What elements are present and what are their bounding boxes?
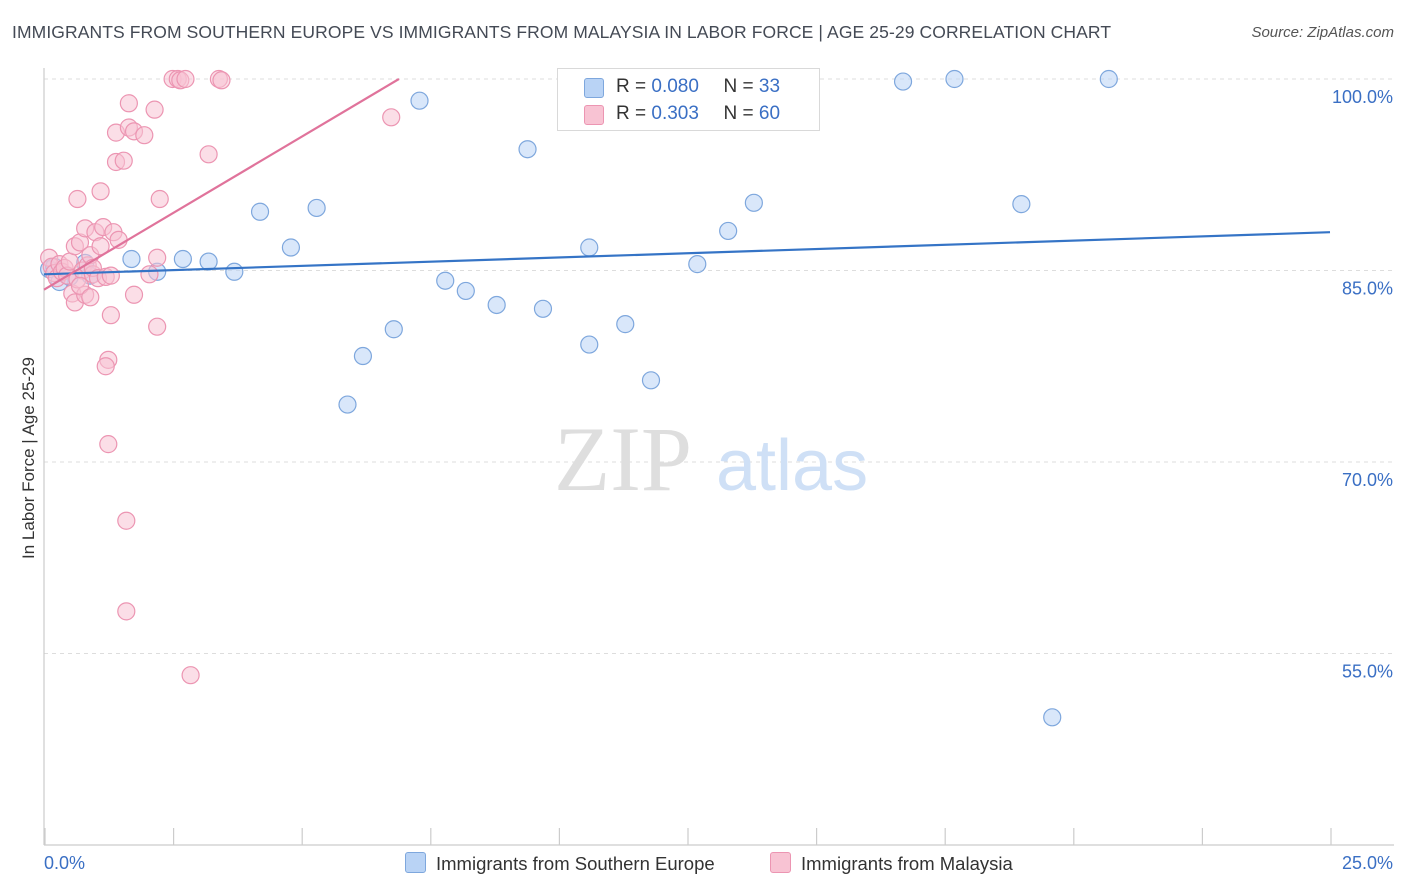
point-malaysia bbox=[119, 94, 138, 113]
data-points bbox=[40, 69, 1118, 727]
point-southern-europe bbox=[641, 371, 661, 390]
point-southern-europe bbox=[1012, 195, 1031, 214]
point-malaysia bbox=[124, 285, 144, 304]
point-southern-europe bbox=[1043, 708, 1062, 727]
point-southern-europe bbox=[744, 193, 763, 212]
point-southern-europe bbox=[616, 315, 635, 334]
correlation-legend: R = 0.080 N = 33 R = 0.303 N = 60 bbox=[557, 68, 820, 131]
y-tick-label: 100.0% bbox=[1332, 87, 1393, 107]
y-tick-label: 85.0% bbox=[1342, 279, 1393, 299]
point-southern-europe bbox=[307, 198, 326, 218]
bottom-legend-swatch-southern-europe bbox=[405, 852, 426, 873]
watermark: ZIP atlas bbox=[554, 408, 868, 510]
point-southern-europe bbox=[719, 221, 738, 241]
bottom-legend-malaysia: Immigrants from Malaysia bbox=[770, 852, 1013, 875]
tick-labels: 100.0% 85.0% 70.0% 55.0% 0.0% 25.0% bbox=[44, 87, 1393, 873]
point-southern-europe bbox=[250, 202, 270, 221]
y-axis-label: In Labor Force | Age 25-29 bbox=[19, 357, 38, 559]
point-southern-europe bbox=[533, 299, 553, 318]
trend-lines bbox=[43, 78, 1331, 291]
point-malaysia bbox=[101, 266, 120, 285]
point-southern-europe bbox=[122, 249, 141, 269]
point-southern-europe bbox=[410, 91, 429, 110]
point-malaysia bbox=[150, 189, 169, 209]
point-malaysia bbox=[70, 276, 90, 295]
legend-r-label: R = bbox=[616, 76, 647, 97]
point-malaysia bbox=[68, 189, 87, 209]
point-malaysia bbox=[96, 357, 115, 376]
chart-source: Source: ZipAtlas.com bbox=[1251, 24, 1394, 41]
point-southern-europe bbox=[893, 72, 913, 91]
point-malaysia bbox=[148, 248, 167, 267]
bottom-legend-swatch-malaysia bbox=[770, 852, 791, 873]
point-southern-europe bbox=[580, 335, 599, 354]
point-malaysia bbox=[135, 126, 154, 145]
legend-swatch-malaysia bbox=[584, 105, 604, 125]
point-southern-europe bbox=[353, 346, 373, 366]
legend-r-value-malaysia: 0.303 bbox=[651, 103, 699, 124]
legend-n-value-southern-europe: 33 bbox=[758, 76, 781, 97]
point-malaysia bbox=[101, 306, 120, 325]
trend-line-southern-europe bbox=[43, 231, 1331, 276]
point-malaysia bbox=[117, 602, 136, 621]
point-southern-europe bbox=[945, 69, 964, 89]
bottom-legend-label-southern-europe: Immigrants from Southern Europe bbox=[436, 853, 715, 874]
watermark-atlas: atlas bbox=[716, 426, 868, 506]
point-malaysia bbox=[212, 71, 231, 90]
point-malaysia bbox=[117, 511, 136, 530]
point-malaysia bbox=[148, 317, 167, 336]
point-malaysia bbox=[145, 100, 164, 119]
legend-n-value-malaysia: 60 bbox=[758, 103, 781, 124]
point-malaysia bbox=[91, 182, 110, 201]
point-malaysia bbox=[114, 151, 133, 170]
y-tick-label: 70.0% bbox=[1342, 470, 1393, 490]
point-southern-europe bbox=[338, 395, 357, 414]
point-malaysia bbox=[99, 435, 118, 454]
point-malaysia bbox=[140, 265, 159, 284]
point-malaysia bbox=[81, 288, 100, 307]
y-tick-label: 55.0% bbox=[1342, 662, 1393, 682]
point-southern-europe bbox=[688, 255, 707, 274]
point-malaysia bbox=[91, 237, 110, 256]
gridlines bbox=[44, 78, 1394, 654]
legend-r-value-southern-europe: 0.080 bbox=[651, 76, 699, 97]
point-malaysia bbox=[181, 666, 200, 685]
point-southern-europe bbox=[456, 281, 475, 301]
point-malaysia bbox=[199, 145, 218, 164]
legend-r-label: R = bbox=[616, 103, 647, 124]
point-malaysia bbox=[382, 108, 401, 127]
x-tick-label-end: 25.0% bbox=[1342, 853, 1393, 873]
point-southern-europe bbox=[487, 295, 506, 315]
point-southern-europe bbox=[225, 262, 244, 281]
watermark-zip: ZIP bbox=[554, 408, 692, 510]
x-tick-label-start: 0.0% bbox=[44, 853, 85, 873]
legend-n-label: N = bbox=[723, 76, 754, 97]
trend-line-malaysia bbox=[43, 78, 400, 291]
point-southern-europe bbox=[281, 238, 301, 257]
chart-title: IMMIGRANTS FROM SOUTHERN EUROPE VS IMMIG… bbox=[12, 22, 1112, 42]
bottom-legend-label-malaysia: Immigrants from Malaysia bbox=[801, 853, 1013, 874]
point-southern-europe bbox=[384, 320, 403, 339]
legend-swatch-southern-europe bbox=[584, 78, 604, 98]
point-malaysia bbox=[176, 69, 195, 89]
point-southern-europe bbox=[518, 140, 537, 159]
axes bbox=[43, 68, 1394, 846]
point-southern-europe bbox=[436, 271, 455, 290]
bottom-legend-southern-europe: Immigrants from Southern Europe bbox=[405, 852, 715, 875]
legend-n-label: N = bbox=[723, 103, 754, 124]
point-southern-europe bbox=[580, 238, 599, 257]
point-southern-europe bbox=[173, 249, 192, 269]
point-southern-europe bbox=[199, 252, 218, 271]
point-southern-europe bbox=[1099, 69, 1118, 89]
